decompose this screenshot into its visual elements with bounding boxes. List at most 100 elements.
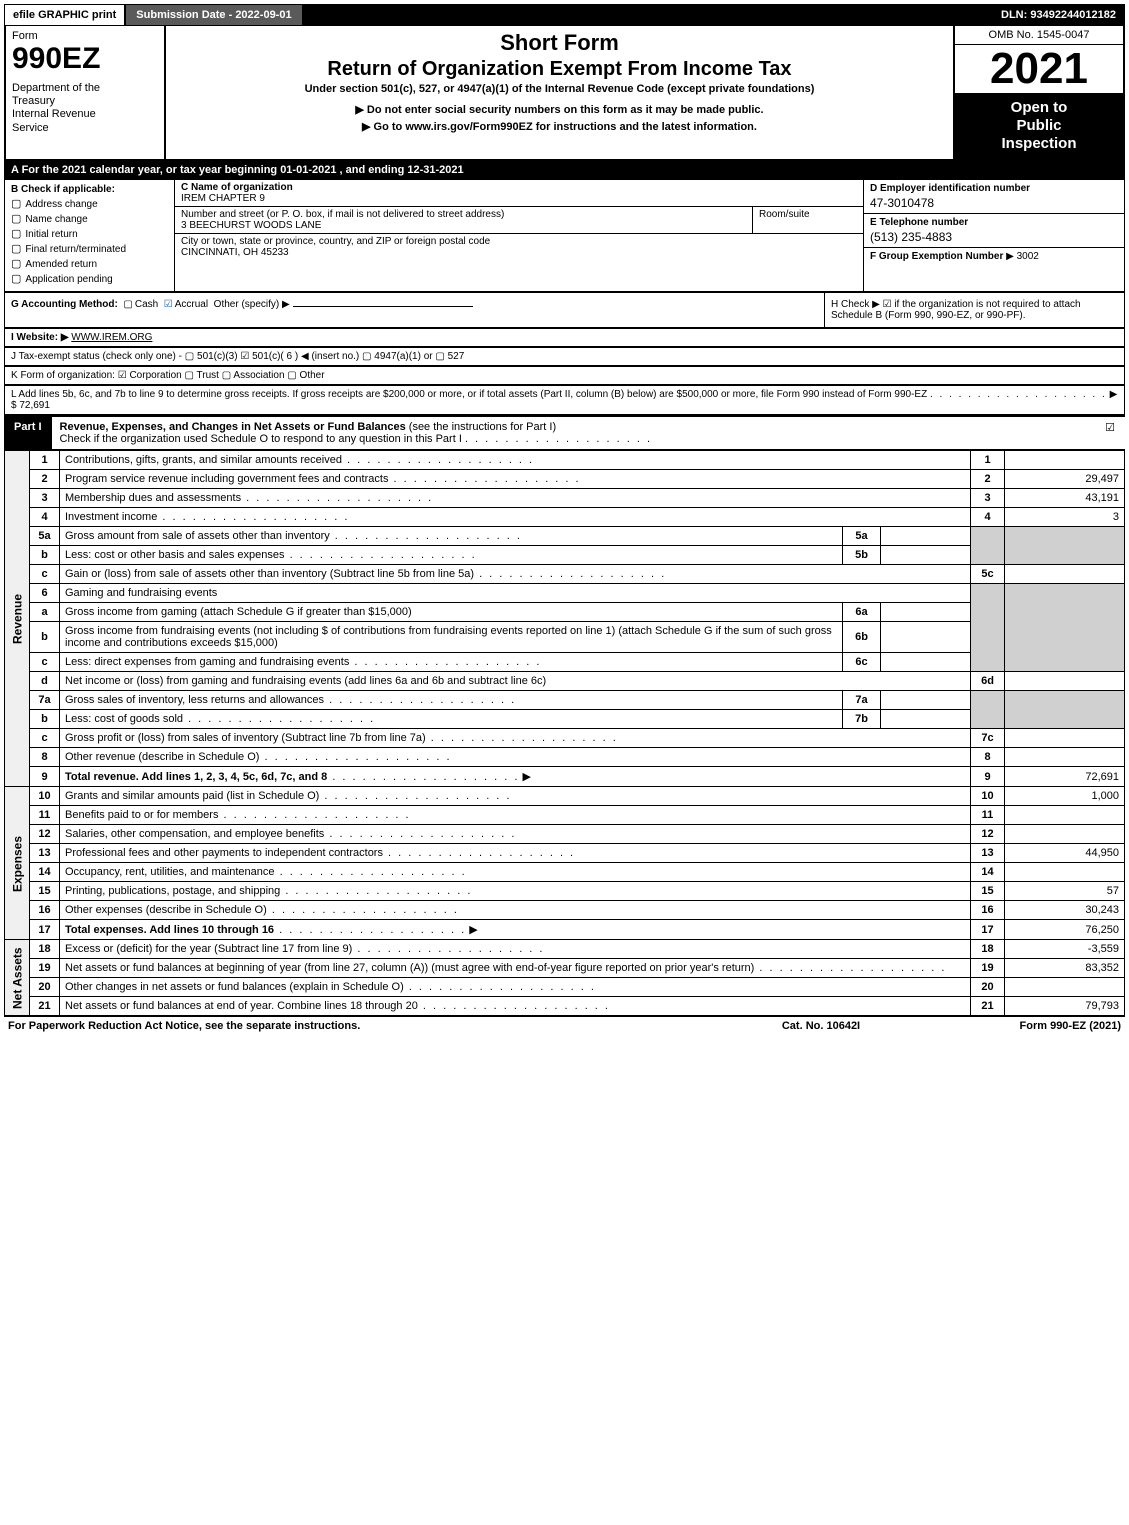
street-cell: Number and street (or P. O. box, if mail… <box>175 207 753 233</box>
tel-value: (513) 235-4883 <box>870 230 1118 244</box>
part-i-header: Part I Revenue, Expenses, and Changes in… <box>4 415 1125 450</box>
l6c-in: 6c <box>843 653 881 672</box>
l21-rv: 79,793 <box>1005 997 1125 1016</box>
l7c-rn: 7c <box>971 729 1005 748</box>
l18-desc: Excess or (deficit) for the year (Subtra… <box>60 940 971 959</box>
l3-num: 3 <box>30 489 60 508</box>
l13-rn: 13 <box>971 844 1005 863</box>
l16-rv: 30,243 <box>1005 901 1125 920</box>
l7c-desc: Gross profit or (loss) from sales of inv… <box>60 729 971 748</box>
l5b-in: 5b <box>843 546 881 565</box>
omb-number: OMB No. 1545-0047 <box>955 26 1123 45</box>
form-of-organization: K Form of organization: ☑ Corporation ▢ … <box>4 366 1125 385</box>
l10-desc: Grants and similar amounts paid (list in… <box>60 787 971 806</box>
l14-rv <box>1005 863 1125 882</box>
page-footer: For Paperwork Reduction Act Notice, see … <box>4 1016 1125 1035</box>
section-c: C Name of organization IREM CHAPTER 9 Nu… <box>175 180 864 291</box>
g-label: G Accounting Method: <box>11 299 118 310</box>
street-value: 3 BEECHURST WOODS LANE <box>181 220 321 231</box>
netassets-side-label: Net Assets <box>5 940 30 1016</box>
room-label: Room/suite <box>759 209 810 220</box>
l6c-iv <box>881 653 971 672</box>
l6b-num: b <box>30 622 60 653</box>
l21-desc: Net assets or fund balances at end of ye… <box>60 997 971 1016</box>
website-value[interactable]: WWW.IREM.ORG <box>71 332 152 343</box>
l5a-iv <box>881 527 971 546</box>
l9-rv: 72,691 <box>1005 767 1125 787</box>
cb-cash[interactable]: Cash <box>123 299 158 310</box>
l17-num: 17 <box>30 920 60 940</box>
l4-num: 4 <box>30 508 60 527</box>
l6b-iv <box>881 622 971 653</box>
l11-rn: 11 <box>971 806 1005 825</box>
revenue-side-label: Revenue <box>5 451 30 787</box>
l2-num: 2 <box>30 470 60 489</box>
l7b-iv <box>881 710 971 729</box>
cb-name-change[interactable]: Name change <box>11 212 168 225</box>
line-l: L Add lines 5b, 6c, and 7b to line 9 to … <box>4 385 1125 415</box>
l4-desc: Investment income <box>60 508 971 527</box>
l8-rn: 8 <box>971 748 1005 767</box>
cb-other-specify[interactable]: Other (specify) ▶ <box>214 299 290 310</box>
l6a-iv <box>881 603 971 622</box>
l9-num: 9 <box>30 767 60 787</box>
l19-rn: 19 <box>971 959 1005 978</box>
l13-num: 13 <box>30 844 60 863</box>
l11-num: 11 <box>30 806 60 825</box>
gh-row: G Accounting Method: Cash Accrual Other … <box>4 292 1125 328</box>
l6c-num: c <box>30 653 60 672</box>
l7a-in: 7a <box>843 691 881 710</box>
ein-value: 47-3010478 <box>870 196 1118 210</box>
l4-rv: 3 <box>1005 508 1125 527</box>
l5a-num: 5a <box>30 527 60 546</box>
org-name-label: C Name of organization <box>181 182 293 193</box>
l19-num: 19 <box>30 959 60 978</box>
group-exemption-row: F Group Exemption Number ▶ 3002 <box>864 248 1124 265</box>
goto-link[interactable]: ▶ Go to www.irs.gov/Form990EZ for instru… <box>174 120 945 133</box>
l3-rv: 43,191 <box>1005 489 1125 508</box>
l5b-iv <box>881 546 971 565</box>
l7c-num: c <box>30 729 60 748</box>
ein-label: D Employer identification number <box>870 183 1118 194</box>
footer-left: For Paperwork Reduction Act Notice, see … <box>8 1020 721 1032</box>
l5c-num: c <box>30 565 60 584</box>
part-i-tag: Part I <box>4 417 52 449</box>
cb-initial-return[interactable]: Initial return <box>11 227 168 240</box>
form-header: Form 990EZ Department of theTreasuryInte… <box>4 26 1125 161</box>
ssn-warning: ▶ Do not enter social security numbers o… <box>174 103 945 116</box>
l20-rv <box>1005 978 1125 997</box>
part-i-sub: (see the instructions for Part I) <box>409 421 556 433</box>
tax-exempt-status: J Tax-exempt status (check only one) - ▢… <box>4 347 1125 366</box>
l18-rn: 18 <box>971 940 1005 959</box>
form-word: Form <box>12 30 158 42</box>
form-title: Return of Organization Exempt From Incom… <box>174 58 945 81</box>
cb-final-return[interactable]: Final return/terminated <box>11 242 168 255</box>
website-label: I Website: ▶ <box>11 332 69 343</box>
l2-rn: 2 <box>971 470 1005 489</box>
l18-num: 18 <box>30 940 60 959</box>
org-name: IREM CHAPTER 9 <box>181 193 265 204</box>
dln: DLN: 93492244012182 <box>993 5 1124 25</box>
cb-amended-return[interactable]: Amended return <box>11 257 168 270</box>
l14-desc: Occupancy, rent, utilities, and maintena… <box>60 863 971 882</box>
l14-num: 14 <box>30 863 60 882</box>
l6a-num: a <box>30 603 60 622</box>
section-d-e-f: D Employer identification number 47-3010… <box>864 180 1124 291</box>
cb-accrual[interactable]: Accrual <box>164 299 208 310</box>
part-i-checkbox[interactable]: ☑ <box>1095 417 1125 449</box>
l9-rn: 9 <box>971 767 1005 787</box>
l6d-rn: 6d <box>971 672 1005 691</box>
cb-application-pending[interactable]: Application pending <box>11 272 168 285</box>
l6b-in: 6b <box>843 622 881 653</box>
l5c-rn: 5c <box>971 565 1005 584</box>
tel-row: E Telephone number (513) 235-4883 <box>864 214 1124 248</box>
l16-num: 16 <box>30 901 60 920</box>
efile-print[interactable]: efile GRAPHIC print <box>5 5 124 25</box>
cb-address-change[interactable]: Address change <box>11 197 168 210</box>
l2-desc: Program service revenue including govern… <box>60 470 971 489</box>
l6c-desc: Less: direct expenses from gaming and fu… <box>60 653 843 672</box>
l12-num: 12 <box>30 825 60 844</box>
l3-desc: Membership dues and assessments <box>60 489 971 508</box>
submission-date: Submission Date - 2022-09-01 <box>124 5 303 25</box>
l15-desc: Printing, publications, postage, and shi… <box>60 882 971 901</box>
